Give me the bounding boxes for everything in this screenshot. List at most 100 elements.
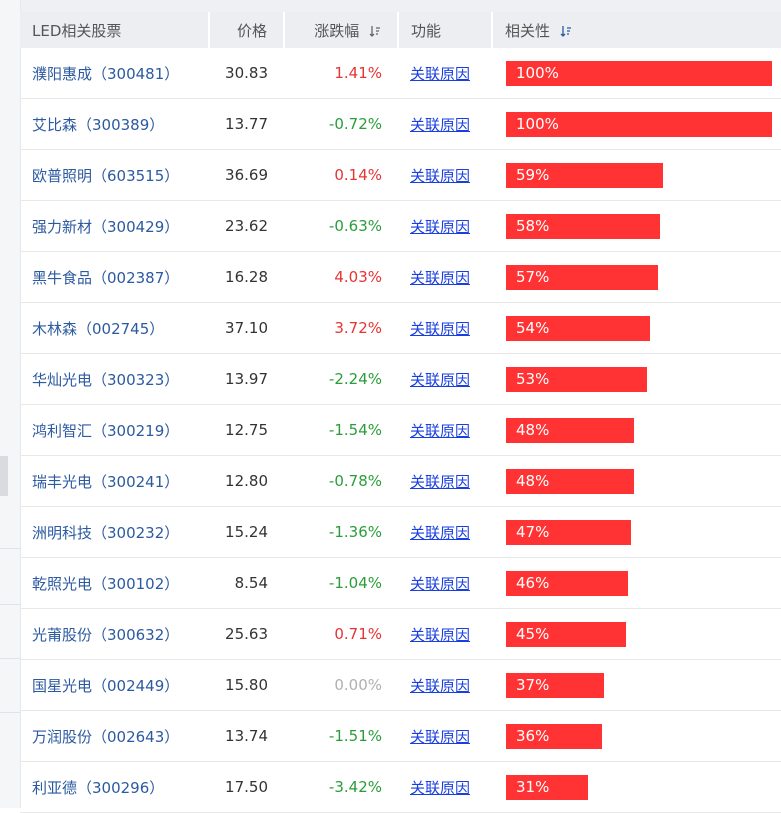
relevance-cell: 37%: [492, 659, 781, 711]
relevance-bar: 36%: [506, 723, 602, 749]
stock-name[interactable]: 光莆股份（300632）: [20, 608, 209, 660]
relevance-value: 58%: [516, 216, 550, 235]
stock-price: 12.75: [209, 404, 284, 456]
header-change-label: 涨跌幅: [314, 21, 360, 40]
function-cell: 关联原因: [398, 251, 492, 303]
stock-name[interactable]: 欧普照明（603515）: [20, 149, 209, 201]
relation-reason-link[interactable]: 关联原因: [410, 268, 471, 287]
stock-name[interactable]: 木林森（002745）: [20, 302, 209, 354]
relevance-value: 100%: [516, 114, 559, 133]
relevance-value: 45%: [516, 624, 550, 643]
stock-change: 4.03%: [284, 251, 398, 303]
relation-reason-link[interactable]: 关联原因: [410, 64, 471, 83]
relevance-bar: 58%: [506, 213, 660, 239]
stock-name[interactable]: 艾比森（300389）: [20, 98, 209, 150]
stock-price: 13.74: [209, 710, 284, 762]
relevance-cell: 31%: [492, 761, 781, 813]
function-cell: 关联原因: [398, 353, 492, 405]
stock-price: 16.28: [209, 251, 284, 303]
relevance-cell: 36%: [492, 710, 781, 762]
function-cell: 关联原因: [398, 608, 492, 660]
table-row: 洲明科技（300232） 15.24 -1.36% 关联原因 47%: [20, 506, 781, 558]
stock-name[interactable]: 洲明科技（300232）: [20, 506, 209, 558]
table-row: 万润股份（002643） 13.74 -1.51% 关联原因 36%: [20, 710, 781, 762]
side-divider: [0, 604, 20, 605]
relevance-value: 100%: [516, 63, 559, 82]
table-row: 鸿利智汇（300219） 12.75 -1.54% 关联原因 48%: [20, 404, 781, 456]
table-row: 光莆股份（300632） 25.63 0.71% 关联原因 45%: [20, 608, 781, 660]
relation-reason-link[interactable]: 关联原因: [410, 472, 471, 491]
relevance-bar: 37%: [506, 672, 604, 698]
table-row: 华灿光电（300323） 13.97 -2.24% 关联原因 53%: [20, 353, 781, 405]
relation-reason-link[interactable]: 关联原因: [410, 421, 471, 440]
relation-reason-link[interactable]: 关联原因: [410, 625, 471, 644]
sort-desc-icon[interactable]: [369, 25, 381, 37]
function-cell: 关联原因: [398, 455, 492, 507]
side-panel-tab[interactable]: [0, 456, 8, 496]
stock-change: -1.04%: [284, 557, 398, 609]
stock-name[interactable]: 鸿利智汇（300219）: [20, 404, 209, 456]
header-price[interactable]: 价格: [209, 12, 285, 48]
stock-change: -1.36%: [284, 506, 398, 558]
relevance-cell: 48%: [492, 455, 781, 507]
function-cell: 关联原因: [398, 659, 492, 711]
related-stocks-table: LED相关股票 价格 涨跌幅 功能 相关性 濮阳惠成（300481） 30.83 1…: [20, 12, 781, 813]
stock-change: 1.41%: [284, 48, 398, 99]
stock-name[interactable]: 瑞丰光电（300241）: [20, 455, 209, 507]
relation-reason-link[interactable]: 关联原因: [410, 778, 471, 797]
relevance-bar: 31%: [506, 774, 588, 800]
relevance-bar: 57%: [506, 264, 658, 290]
stock-name[interactable]: 强力新材（300429）: [20, 200, 209, 252]
relevance-value: 57%: [516, 267, 550, 286]
relevance-cell: 57%: [492, 251, 781, 303]
table-row: 乾照光电（300102） 8.54 -1.04% 关联原因 46%: [20, 557, 781, 609]
relation-reason-link[interactable]: 关联原因: [410, 676, 471, 695]
relation-reason-link[interactable]: 关联原因: [410, 370, 471, 389]
relation-reason-link[interactable]: 关联原因: [410, 727, 471, 746]
function-cell: 关联原因: [398, 98, 492, 150]
stock-name[interactable]: 万润股份（002643）: [20, 710, 209, 762]
stock-name[interactable]: 利亚德（300296）: [20, 761, 209, 813]
table-row: 艾比森（300389） 13.77 -0.72% 关联原因 100%: [20, 98, 781, 150]
relevance-value: 59%: [516, 165, 550, 184]
left-side-panel: [0, 0, 21, 808]
stock-change: 0.14%: [284, 149, 398, 201]
stock-price: 15.80: [209, 659, 284, 711]
stock-name[interactable]: 国星光电（002449）: [20, 659, 209, 711]
header-relevance-label: 相关性: [505, 21, 551, 40]
table-header-row: LED相关股票 价格 涨跌幅 功能 相关性: [20, 12, 781, 48]
relation-reason-link[interactable]: 关联原因: [410, 217, 471, 236]
stock-change: 3.72%: [284, 302, 398, 354]
relevance-value: 46%: [516, 573, 550, 592]
stock-price: 13.77: [209, 98, 284, 150]
stock-name[interactable]: 华灿光电（300323）: [20, 353, 209, 405]
relation-reason-link[interactable]: 关联原因: [410, 319, 471, 338]
function-cell: 关联原因: [398, 506, 492, 558]
stock-name[interactable]: 黑牛食品（002387）: [20, 251, 209, 303]
relation-reason-link[interactable]: 关联原因: [410, 523, 471, 542]
relevance-bar: 54%: [506, 315, 650, 341]
relevance-value: 31%: [516, 777, 550, 796]
stock-price: 13.97: [209, 353, 284, 405]
relevance-cell: 100%: [492, 48, 781, 99]
table-row: 瑞丰光电（300241） 12.80 -0.78% 关联原因 48%: [20, 455, 781, 507]
relevance-bar: 100%: [506, 60, 772, 86]
relevance-bar: 48%: [506, 417, 634, 443]
relevance-value: 54%: [516, 318, 550, 337]
relation-reason-link[interactable]: 关联原因: [410, 166, 471, 185]
function-cell: 关联原因: [398, 48, 492, 99]
header-relevance[interactable]: 相关性: [492, 12, 781, 48]
function-cell: 关联原因: [398, 149, 492, 201]
relation-reason-link[interactable]: 关联原因: [410, 574, 471, 593]
sort-desc-icon[interactable]: [560, 25, 572, 37]
stock-change: -3.42%: [284, 761, 398, 813]
function-cell: 关联原因: [398, 710, 492, 762]
stock-change: -1.54%: [284, 404, 398, 456]
header-change[interactable]: 涨跌幅: [284, 12, 399, 48]
relevance-cell: 58%: [492, 200, 781, 252]
relation-reason-link[interactable]: 关联原因: [410, 115, 471, 134]
relevance-value: 47%: [516, 522, 550, 541]
stock-name[interactable]: 濮阳惠成（300481）: [20, 48, 209, 99]
header-function: 功能: [398, 12, 493, 48]
stock-name[interactable]: 乾照光电（300102）: [20, 557, 209, 609]
